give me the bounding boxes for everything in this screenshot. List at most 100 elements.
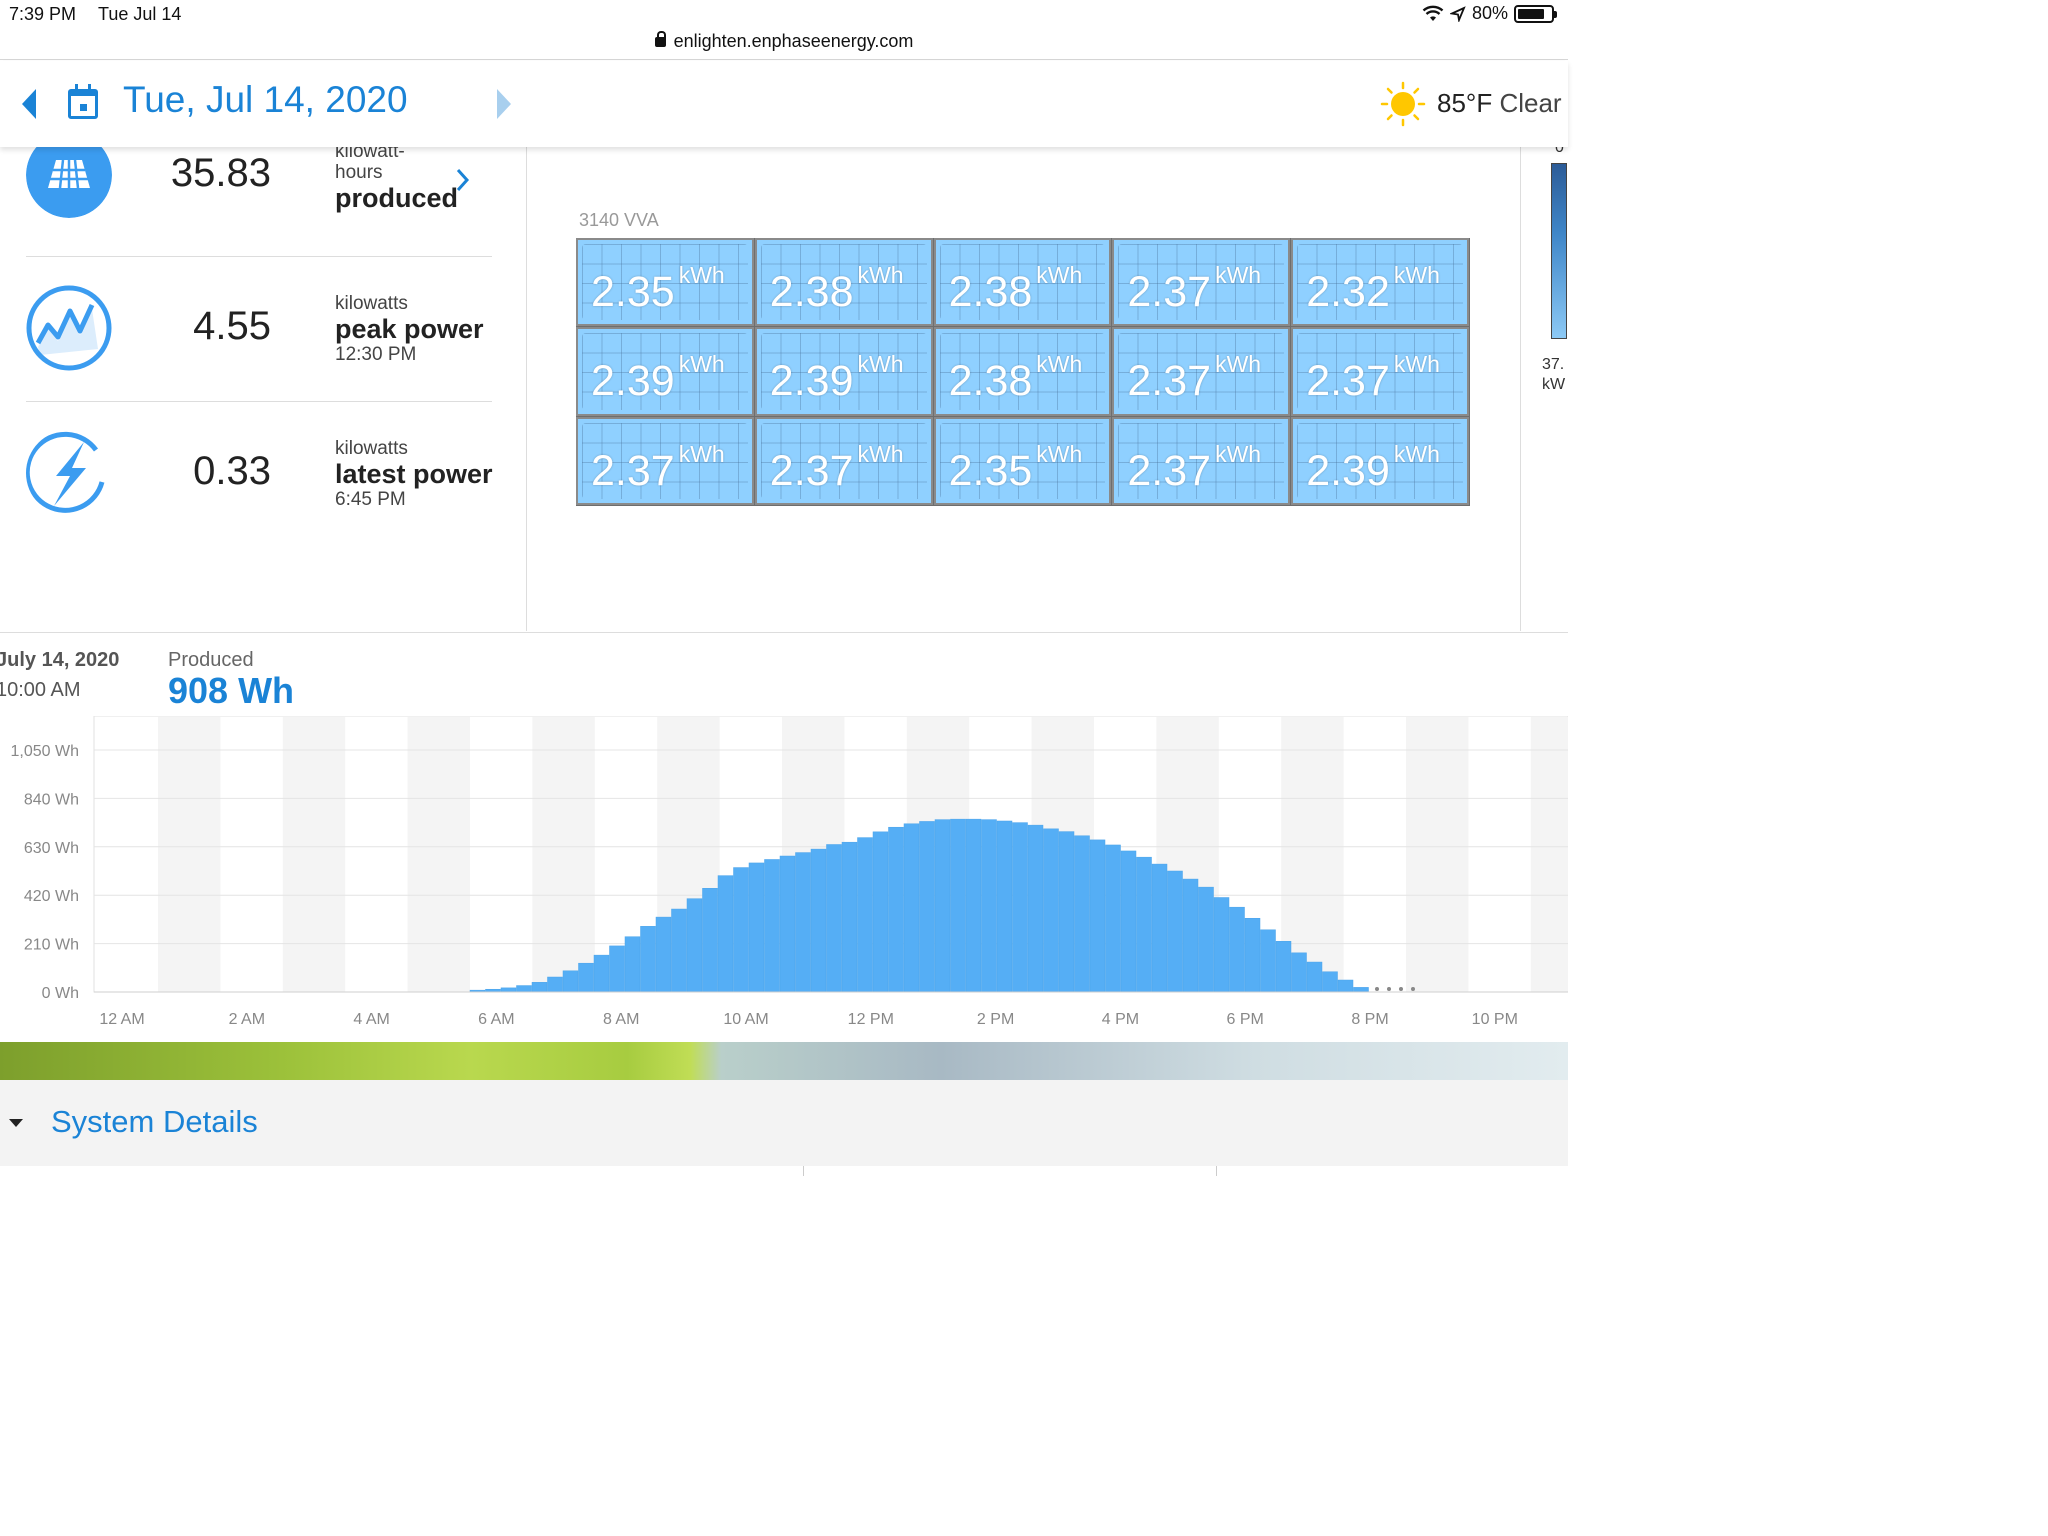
panel-value: 2.37: [1306, 357, 1390, 406]
production-bar[interactable]: [686, 898, 703, 993]
solar-panel[interactable]: 2.38 kWh: [754, 238, 933, 327]
production-bar[interactable]: [872, 831, 889, 993]
production-bar[interactable]: [996, 820, 1013, 993]
panel-energy: 2.37 kWh: [770, 441, 904, 496]
solar-panel[interactable]: 2.39 kWh: [1291, 416, 1469, 505]
production-bar[interactable]: [1151, 863, 1168, 993]
production-bar[interactable]: [981, 819, 997, 993]
production-bar[interactable]: [748, 862, 765, 993]
panel-energy: 2.32 kWh: [1306, 262, 1440, 317]
divider: [803, 1166, 804, 1176]
x-tick-label: 12 AM: [99, 1011, 144, 1028]
production-bar[interactable]: [795, 852, 811, 993]
production-bar[interactable]: [1136, 856, 1152, 993]
production-bar[interactable]: [1353, 987, 1369, 993]
production-bar[interactable]: [1291, 952, 1307, 993]
production-bar[interactable]: [531, 982, 548, 993]
production-bar[interactable]: [1167, 870, 1183, 993]
expand-caret-icon[interactable]: [9, 1119, 23, 1127]
production-bar[interactable]: [1229, 906, 1245, 993]
production-bar[interactable]: [1306, 961, 1323, 993]
production-bar[interactable]: [640, 926, 656, 993]
production-bar[interactable]: [733, 867, 749, 993]
production-bar[interactable]: [1337, 979, 1354, 993]
solar-panel[interactable]: 2.35 kWh: [576, 238, 754, 327]
system-details-toggle[interactable]: System Details: [51, 1104, 258, 1139]
production-bar[interactable]: [1120, 850, 1137, 993]
selected-date[interactable]: Tue, Jul 14, 2020: [123, 79, 408, 120]
production-bar[interactable]: [903, 823, 920, 993]
solar-panel[interactable]: 2.39 kWh: [576, 327, 754, 416]
solar-panel[interactable]: 2.37 kWh: [576, 416, 754, 505]
production-bar[interactable]: [1074, 835, 1090, 993]
production-bar[interactable]: [500, 987, 517, 993]
production-bar[interactable]: [671, 908, 687, 993]
production-bar[interactable]: [1105, 844, 1121, 993]
production-bar[interactable]: [562, 970, 579, 993]
production-bar[interactable]: [702, 888, 718, 993]
panel-energy: 2.37 kWh: [591, 441, 725, 496]
production-bar[interactable]: [1182, 878, 1199, 993]
production-bar[interactable]: [965, 818, 982, 993]
production-bar[interactable]: [1275, 941, 1292, 993]
production-bar[interactable]: [779, 855, 796, 993]
production-bar[interactable]: [826, 844, 842, 993]
panel-unit: kWh: [857, 262, 904, 288]
production-bar[interactable]: [547, 976, 563, 993]
address-bar[interactable]: enlighten.enphaseenergy.com: [0, 31, 1568, 52]
caption-label: peak power: [335, 314, 484, 344]
legend-bottom: 37. kW: [1542, 355, 1565, 395]
solar-panel[interactable]: 2.39 kWh: [754, 327, 933, 416]
production-bar[interactable]: [1089, 839, 1106, 993]
solar-panel[interactable]: 2.37 kWh: [1112, 327, 1291, 416]
panel-array: 2.35 kWh 2.38 kWh 2.38 kWh 2.37 kWh 2.32 kWh 2.39 k…: [576, 238, 1470, 506]
previous-day-button[interactable]: [22, 89, 36, 119]
next-day-button[interactable]: [497, 89, 511, 119]
production-bar[interactable]: [950, 818, 966, 993]
production-bar[interactable]: [1027, 824, 1044, 993]
production-bar[interactable]: [717, 875, 734, 993]
status-time: 7:39 PM: [9, 4, 77, 24]
production-chart[interactable]: 0 Wh 210 Wh 420 Wh 630 Wh 840 Wh 1,050 Wh 12 A…: [0, 716, 1568, 1038]
production-bar[interactable]: [934, 819, 951, 993]
solar-panel[interactable]: 2.37 kWh: [1112, 238, 1291, 327]
production-bar[interactable]: [516, 985, 532, 993]
solar-panel[interactable]: 2.38 kWh: [933, 327, 1112, 416]
production-bar[interactable]: [1058, 831, 1075, 993]
production-bar[interactable]: [919, 821, 935, 993]
energy-produced-value: 35.83: [170, 151, 271, 195]
production-bar[interactable]: [764, 859, 780, 993]
x-tick-label: 10 AM: [723, 1011, 768, 1028]
production-bar[interactable]: [578, 962, 594, 993]
solar-panel[interactable]: 2.37 kWh: [754, 416, 933, 505]
production-bar[interactable]: [1213, 897, 1230, 993]
solar-panel[interactable]: 2.37 kWh: [1291, 327, 1469, 416]
solar-panel[interactable]: 2.38 kWh: [933, 238, 1112, 327]
panel-energy: 2.39 kWh: [1306, 441, 1440, 496]
production-bar[interactable]: [593, 954, 610, 993]
panel-energy: 2.37 kWh: [1127, 441, 1261, 496]
production-bar[interactable]: [1043, 828, 1059, 993]
solar-panel[interactable]: 2.32 kWh: [1291, 238, 1469, 327]
chevron-right-icon[interactable]: [455, 167, 471, 193]
solar-panel[interactable]: 2.35 kWh: [933, 416, 1112, 505]
production-bar[interactable]: [1322, 971, 1338, 993]
production-bar[interactable]: [609, 945, 625, 993]
production-bar[interactable]: [810, 848, 827, 993]
calendar-icon[interactable]: [68, 84, 98, 119]
caption-label: latest power: [335, 459, 493, 489]
production-bar[interactable]: [655, 916, 672, 993]
production-bar[interactable]: [841, 841, 858, 993]
legend-gradient: [1551, 163, 1567, 339]
production-bar[interactable]: [624, 936, 641, 993]
production-bar[interactable]: [1012, 822, 1028, 993]
latest-power-caption: kilowatts latest power 6:45 PM: [335, 438, 493, 510]
panel-energy: 2.38 kWh: [949, 262, 1083, 317]
energy-produced-caption[interactable]: kilowatt- hours produced: [335, 141, 458, 213]
production-bar[interactable]: [857, 837, 873, 993]
production-bar[interactable]: [888, 826, 904, 993]
production-bar[interactable]: [1198, 886, 1214, 993]
production-bar[interactable]: [1244, 917, 1261, 993]
production-bar[interactable]: [1260, 929, 1276, 993]
solar-panel[interactable]: 2.37 kWh: [1112, 416, 1291, 505]
